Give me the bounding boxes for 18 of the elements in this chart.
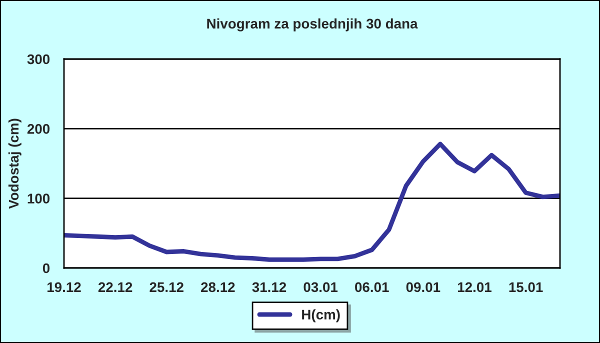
x-tick-label: 25.12 — [150, 282, 184, 292]
y-tick-label: 300 — [27, 54, 50, 64]
x-tick-label: 31.12 — [252, 282, 286, 292]
chart-title: Nivogram za poslednjih 30 dana — [207, 18, 418, 32]
x-tick-label: 09.01 — [406, 282, 440, 292]
y-axis-title: Vodostaj (cm) — [8, 118, 22, 209]
x-tick-label: 19.12 — [48, 282, 81, 292]
x-tick-label: 22.12 — [98, 282, 132, 292]
x-tick-label: 12.01 — [458, 282, 492, 292]
line-series — [64, 142, 560, 262]
x-tick-label: 06.01 — [355, 282, 389, 292]
y-tick-label: 100 — [28, 194, 50, 204]
y-tick-label: 200 — [27, 124, 50, 134]
y-tick-label: 0 — [42, 263, 50, 274]
x-tick-label: 15.01 — [509, 282, 543, 292]
x-tick-label: 03.01 — [304, 282, 338, 292]
legend-label: H(cm) — [302, 309, 340, 322]
x-tick-label: 28.12 — [201, 282, 235, 292]
